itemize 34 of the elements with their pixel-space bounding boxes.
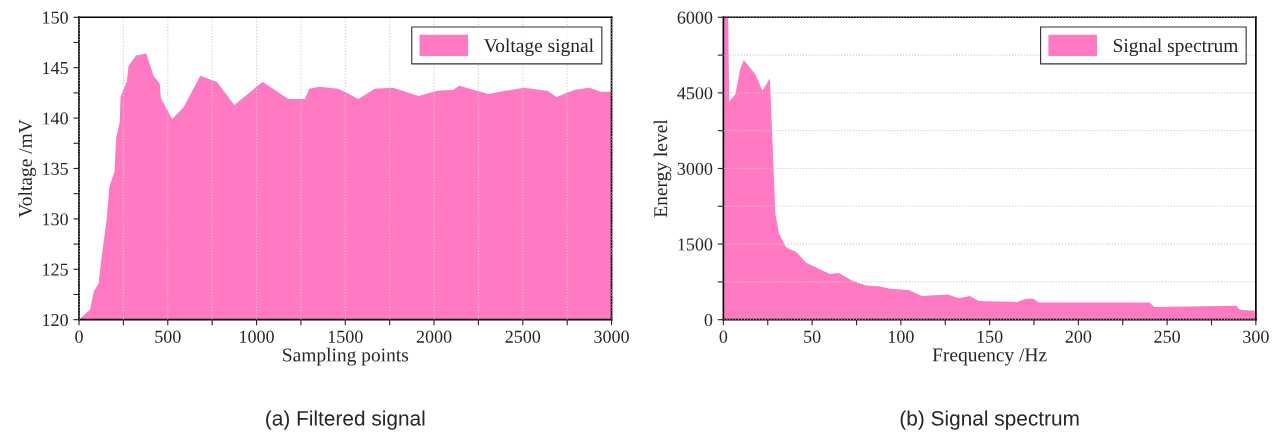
x-axis-title: Frequency /Hz [932,348,1047,366]
legend-label: Signal spectrum [1113,38,1239,57]
x-tick-label: 100 [888,330,914,343]
y-tick-label: 125 [43,263,68,276]
y-tick-label: 3000 [677,162,713,175]
y-tick-label: 135 [43,162,68,175]
y-tick-label: 150 [43,11,68,24]
x-tick-label: 1000 [240,330,274,343]
x-tick-label: 200 [1065,330,1092,343]
y-tick-label: 140 [43,112,68,125]
x-tick-label: 50 [804,330,821,343]
y-tick-label: 145 [43,62,68,75]
x-tick-label: 0 [75,330,83,343]
y-tick-label: 120 [43,313,68,327]
y-tick-label: 130 [43,213,68,226]
x-tick-label: 0 [719,330,728,343]
text: (b) Signal spectrum [900,410,1079,430]
x-tick-label: 300 [1243,330,1269,343]
y-tick-label: 1500 [678,238,713,251]
x-tick-label: 2500 [505,330,541,343]
x-tick-label: 250 [1154,330,1180,343]
legend-label: Voltage signal [483,38,594,57]
x-tick-label: 1500 [328,330,363,343]
x-tick-label: 3000 [594,330,629,343]
x-axis-title: Sampling points [283,347,409,366]
y-tick-label: 0 [704,313,713,327]
y-axis-title: Voltage /mV [18,119,36,218]
x-tick-label: 2000 [416,330,452,343]
y-tick-label: 6000 [677,11,713,24]
y-axis-title: Energy level [653,119,672,218]
x-tick-label: 500 [155,330,181,343]
y-tick-label: 4500 [677,87,713,100]
text: (a) Filtered signal [266,410,425,430]
x-tick-label: 150 [977,330,1003,343]
